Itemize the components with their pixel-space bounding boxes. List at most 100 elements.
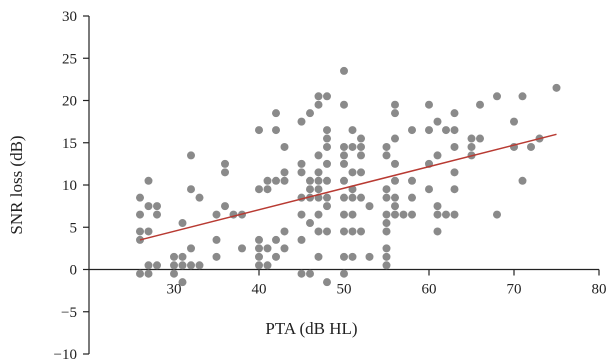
data-point (340, 252, 348, 261)
data-point (297, 117, 306, 126)
data-point (280, 142, 289, 151)
data-point (340, 142, 348, 151)
data-point (178, 261, 187, 270)
data-point (340, 151, 348, 160)
x-ticks: 30 40 50 60 70 80 (167, 269, 607, 298)
data-point (382, 252, 391, 261)
y-tick-label: 20 (62, 94, 77, 110)
data-point (408, 193, 416, 202)
data-point (314, 100, 323, 109)
data-point (153, 261, 161, 270)
data-point (382, 210, 391, 219)
data-point (314, 227, 323, 236)
data-point (297, 235, 306, 244)
data-point (136, 227, 144, 236)
data-point (323, 134, 331, 143)
data-point (255, 244, 263, 253)
data-point (170, 252, 178, 261)
data-point (144, 227, 153, 236)
data-point (433, 117, 442, 126)
data-point (144, 269, 153, 278)
data-point (212, 210, 221, 219)
data-point (306, 109, 314, 118)
data-point (187, 261, 195, 270)
data-point (357, 193, 365, 202)
data-point (467, 134, 476, 143)
data-point (255, 126, 263, 135)
x-tick-label: 70 (507, 282, 522, 298)
data-point (442, 210, 450, 219)
data-point (450, 168, 459, 177)
data-point (399, 210, 408, 219)
data-point (195, 261, 204, 270)
data-point (323, 92, 331, 101)
data-point (221, 159, 229, 168)
data-point (450, 126, 459, 135)
data-point (136, 269, 144, 278)
y-tick-label: 10 (62, 178, 77, 194)
data-point (323, 227, 331, 236)
data-point (280, 168, 289, 177)
data-point (357, 142, 365, 151)
data-point (357, 134, 365, 143)
data-point (144, 261, 153, 270)
data-point (450, 185, 459, 194)
data-point (357, 151, 365, 160)
data-point (212, 235, 221, 244)
trend-line (139, 133, 557, 241)
data-point (340, 159, 348, 168)
data-point (170, 269, 178, 278)
data-point (323, 202, 331, 211)
data-point (357, 227, 365, 236)
data-point (221, 168, 229, 177)
data-point (340, 176, 348, 185)
data-point (425, 126, 433, 135)
data-point (476, 100, 484, 109)
data-point (263, 185, 272, 194)
data-point (187, 244, 195, 253)
data-point (433, 151, 442, 160)
data-point (280, 176, 289, 185)
data-point (391, 202, 399, 211)
data-point (323, 126, 331, 135)
data-point (323, 159, 331, 168)
data-point (476, 134, 484, 143)
data-point (408, 210, 416, 219)
data-point (144, 202, 153, 211)
data-point (425, 100, 433, 109)
data-point (136, 210, 144, 219)
data-point (136, 193, 144, 202)
data-point (314, 252, 323, 261)
data-point (272, 109, 280, 118)
data-point (433, 210, 442, 219)
data-point (391, 100, 399, 109)
data-point (348, 142, 357, 151)
data-point (510, 117, 518, 126)
data-point (382, 227, 391, 236)
data-point (382, 151, 391, 160)
x-tick-label: 80 (592, 282, 607, 298)
y-tick-label: 0 (70, 263, 78, 279)
data-points (136, 66, 561, 287)
data-point (212, 252, 221, 261)
data-point (382, 185, 391, 194)
data-point (153, 202, 161, 211)
x-tick-label: 40 (252, 282, 267, 298)
data-point (425, 185, 433, 194)
data-point (348, 210, 357, 219)
data-point (382, 219, 391, 228)
data-point (195, 193, 204, 202)
data-point (221, 202, 229, 211)
x-tick-label: 60 (422, 282, 437, 298)
data-point (340, 193, 348, 202)
data-point (382, 193, 391, 202)
data-point (263, 244, 272, 253)
data-point (178, 252, 187, 261)
data-point (340, 66, 348, 75)
data-point (314, 176, 323, 185)
data-point (323, 176, 331, 185)
data-point (178, 219, 187, 228)
y-tick-label: 5 (70, 220, 78, 236)
data-point (408, 176, 416, 185)
data-point (391, 134, 399, 143)
